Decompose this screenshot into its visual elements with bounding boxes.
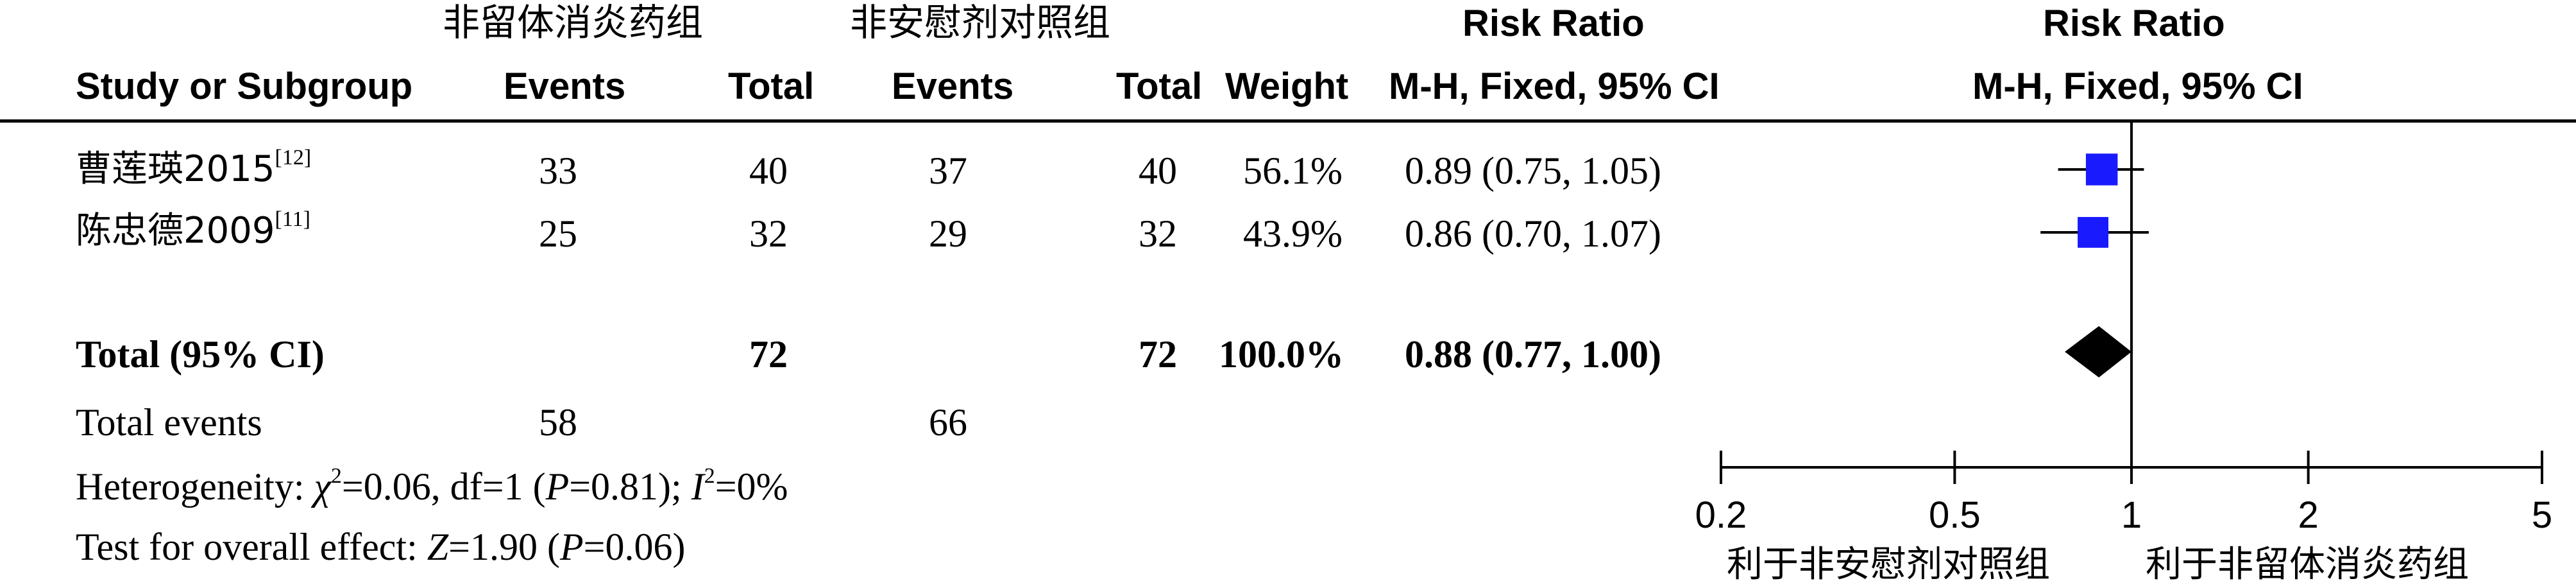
weight-header: Weight (1225, 65, 1349, 107)
header-rule (0, 119, 2576, 123)
exp-total-cell: 40 (749, 150, 788, 192)
x-axis-tick-label: 0.5 (1929, 494, 1981, 536)
favours-control-label: 利于非安慰剂对照组 (1727, 544, 2050, 585)
exp-total-cell: 32 (749, 212, 788, 255)
total-weight: 100.0% (1219, 333, 1344, 376)
ctl-events-cell: 29 (929, 212, 967, 255)
exp-events-cell: 25 (539, 212, 577, 255)
study-name: 陈忠德2009[11] (76, 207, 310, 252)
total-events-ctl: 66 (929, 401, 967, 444)
ci-cell: 0.86 (0.70, 1.07) (1405, 212, 1661, 255)
rr-table-method: M-H, Fixed, 95% CI (1389, 65, 1720, 107)
x-axis-tick-label: 5 (2532, 494, 2552, 536)
favours-experimental-label: 利于非留体消炎药组 (2146, 544, 2469, 585)
control-group-label: 非安慰剂对照组 (850, 1, 1111, 44)
total-events-exp: 58 (539, 401, 577, 444)
exp-events-cell: 33 (539, 150, 577, 192)
study-point-marker (2085, 153, 2118, 186)
total-label: Total (95% CI) (76, 333, 325, 376)
ctl-events-cell: 37 (929, 150, 967, 192)
ci-cell: 0.89 (0.75, 1.05) (1405, 150, 1661, 192)
x-axis-tick-label: 0.2 (1695, 494, 1747, 536)
ctl-events-header: Events (892, 65, 1014, 107)
heterogeneity-text: Heterogeneity: χ2=0.06, df=1 (P=0.81); I… (76, 464, 788, 508)
rr-table-title: Risk Ratio (1462, 3, 1645, 44)
total-events-label: Total events (76, 401, 262, 444)
rr-plot-method: M-H, Fixed, 95% CI (1972, 65, 2303, 107)
ctl-total-cell: 32 (1139, 212, 1177, 255)
study-point-marker (2078, 217, 2108, 248)
ctl-total-cell: 40 (1139, 150, 1177, 192)
pooled-diamond (2065, 326, 2131, 377)
ctl-total-header: Total (1116, 65, 1203, 107)
x-axis-tick-label: 1 (2121, 494, 2142, 536)
total-exp-total: 72 (749, 333, 788, 376)
experimental-group-label: 非留体消炎药组 (443, 1, 704, 44)
total-ci: 0.88 (0.77, 1.00) (1405, 333, 1661, 376)
weight-cell: 43.9% (1243, 212, 1343, 255)
weight-cell: 56.1% (1243, 150, 1343, 192)
exp-events-header: Events (504, 65, 626, 107)
study-column-header: Study or Subgroup (76, 65, 413, 107)
overall-effect-text: Test for overall effect: Z=1.90 (P=0.06) (76, 526, 686, 568)
rr-plot-title: Risk Ratio (2043, 3, 2225, 44)
total-ctl-total: 72 (1139, 333, 1177, 376)
x-axis-tick-label: 2 (2298, 494, 2319, 536)
exp-total-header: Total (728, 65, 815, 107)
study-name: 曹莲瑛2015[12] (76, 146, 312, 190)
